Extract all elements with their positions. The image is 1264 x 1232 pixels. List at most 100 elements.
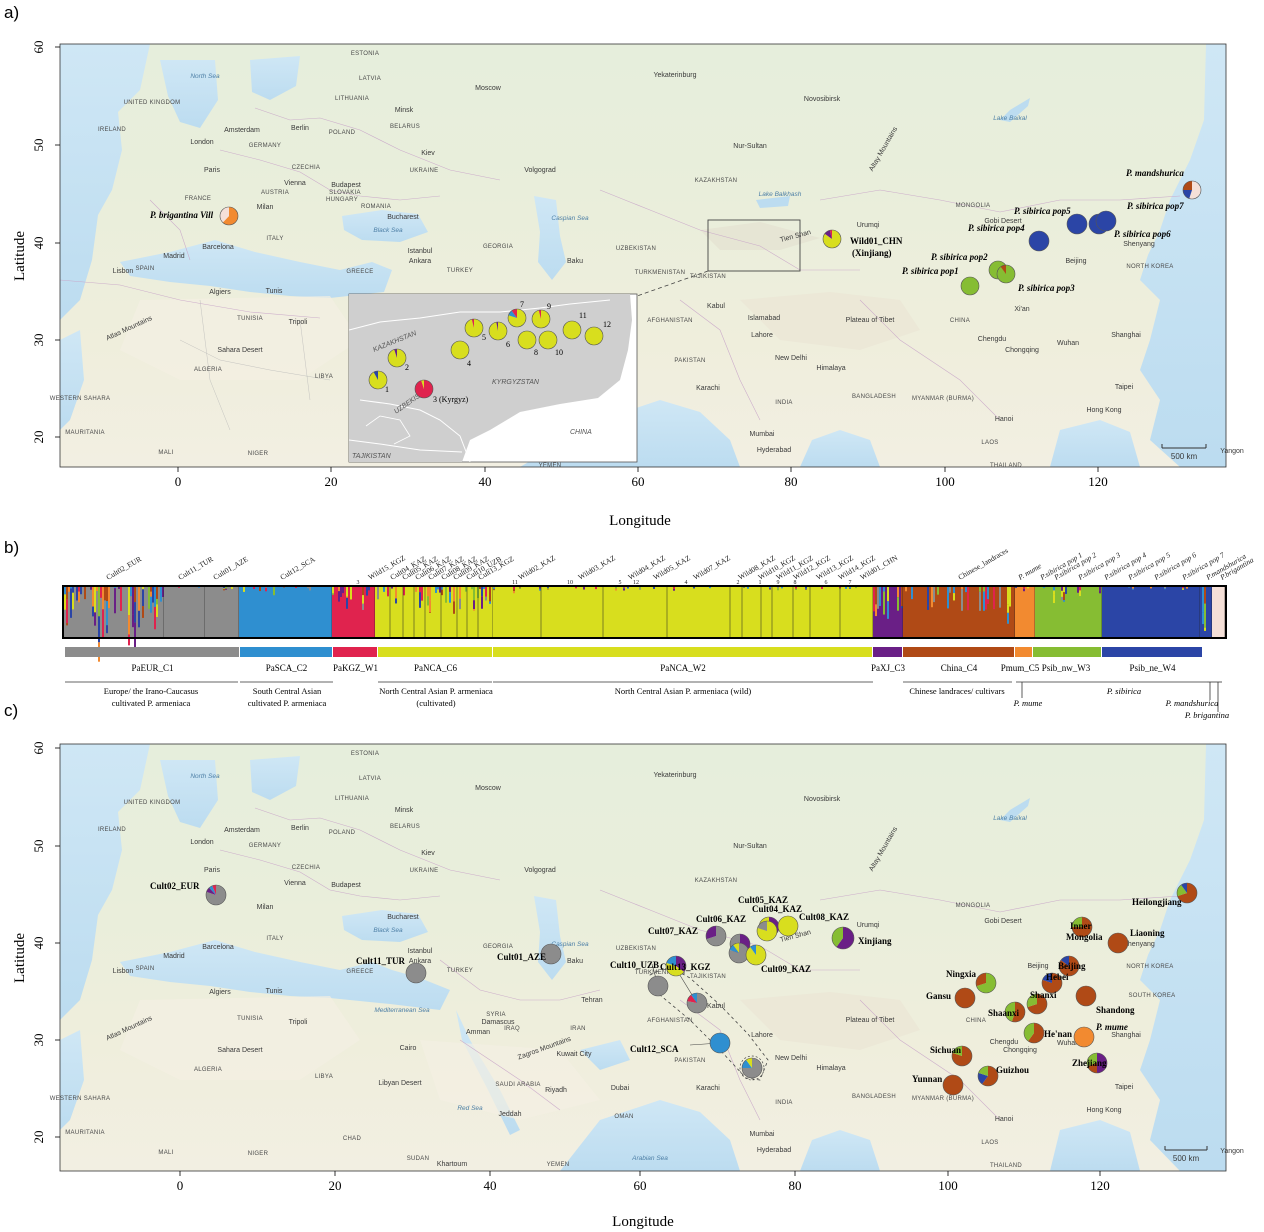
pie-shanxi [1026,993,1048,1015]
pie-slice [394,349,397,358]
pop-label: Cult05_KAZ [738,895,788,905]
structure-bar-segment [459,598,461,610]
structure-sub-number: 7 [849,580,852,586]
structure-bar-segment [583,587,585,590]
place-label: FRANCE [185,196,211,202]
structure-bar-base [1035,587,1102,637]
pie-p-brigantina [219,206,239,226]
inset-pie [584,326,604,346]
place-label: ITALY [266,236,283,242]
pie-sibirica-pop4 [1028,230,1050,252]
place-label: AUSTRIA [261,190,289,196]
structure-bar-segment [154,606,156,630]
place-label: Plateau of Tibet [846,1017,895,1024]
pie-outline [219,206,239,226]
pie-outline [368,370,388,390]
cluster-bar [378,647,492,657]
structure-bar-base [903,587,1015,637]
pie-slice [1096,211,1116,231]
pie-slice [1067,214,1087,234]
structure-bar-segment [653,587,655,589]
place-label: Vienna [284,180,306,187]
place-label: Baku [567,958,583,965]
pie-inner-mongolia [1071,916,1093,938]
structure-bar-segment [1182,587,1184,589]
pie-outline [1182,180,1202,200]
place-label: TUNISIA [237,1016,263,1022]
panel-b-letter: b) [4,538,19,557]
place-label: Milan [257,904,274,911]
place-label: BELARUS [390,124,420,130]
pie-slice [471,319,474,328]
structure-bar-segment [429,587,431,601]
structure-bar-segment [901,587,903,607]
pie-outline [954,987,976,1009]
place-label: UNITED KINGDOM [124,100,181,106]
structure-bar-segment [897,597,899,611]
structure-bar-segment [66,623,68,626]
place-label: Sahara Desert [217,1047,262,1054]
structure-bar-segment [223,589,225,591]
place-label: Shanghai [1111,332,1141,339]
pop-label: P. sibirica pop2 [931,252,988,262]
structure-bar-segment [346,587,348,597]
structure-bar-segment [441,587,443,589]
structure-bar-segment [933,587,935,603]
place-label: PAKISTAN [674,1058,705,1064]
structure-bar-segment [162,587,164,598]
structure-block-PaXJ_C3 [873,587,904,637]
pie-slice [209,885,216,895]
place-label: NORTH KOREA [1126,964,1173,970]
pie-outline [517,330,537,350]
x-tick: 60 [632,474,645,489]
x-tick: 60 [634,1178,647,1193]
pie-henan [1023,1022,1045,1044]
place-label: ROMANIA [361,204,391,210]
pie-slice [978,1066,988,1076]
y-axis-title: Latitude [12,933,28,983]
structure-bar-segment [879,587,881,607]
pie-cult12-sca [709,1032,731,1054]
pop-label: P. sibirica pop7 [1127,201,1184,211]
sea-label: North Sea [190,73,220,80]
pie-outline [1107,932,1129,954]
structure-bar-segment [449,592,451,603]
structure-bar-base [164,587,205,637]
place-label: KAZAKHSTAN [695,178,738,184]
place-label: Khartoum [437,1161,468,1168]
structure-bar-segment [479,587,481,589]
structure-bar-segment [362,587,364,596]
structure-bar-segment [134,587,136,603]
structure-bar-segment [223,588,225,590]
pop-label: Cult01_AZE [497,952,546,962]
pie-slice [1097,1053,1107,1073]
structure-bar-segment [1007,604,1009,613]
place-label: Hong Kong [1086,407,1121,414]
pie-slice [1011,1002,1026,1023]
pie-outline [531,309,551,329]
pie-slice [541,944,561,964]
structure-bar-segment [965,588,967,593]
structure-bar-segment [1023,587,1025,589]
structure-bar-segment [377,587,379,600]
place-label: Paris [204,167,220,174]
structure-bar-segment [118,587,120,589]
structure-bar-segment [403,587,405,596]
structure-bar-segment [225,587,227,589]
structure-bar-segment [100,587,102,598]
pie-slice [1086,1053,1097,1067]
structure-bar-segment [142,589,144,607]
pie-slice [206,887,216,895]
structure-bar-segment [156,604,158,617]
place-label: Barcelona [202,944,234,951]
pie-slice [1029,231,1049,251]
structure-bar-segment [693,587,695,589]
structure-bar-segment [901,606,903,609]
pie-outline [562,320,582,340]
structure-bar-segment [142,606,144,618]
structure-bar-segment [1061,596,1063,601]
place-label: IRELAND [98,127,126,133]
structure-bar-segment [1077,587,1079,593]
pie-slice [1189,181,1202,199]
structure-bar-segment [439,587,441,593]
